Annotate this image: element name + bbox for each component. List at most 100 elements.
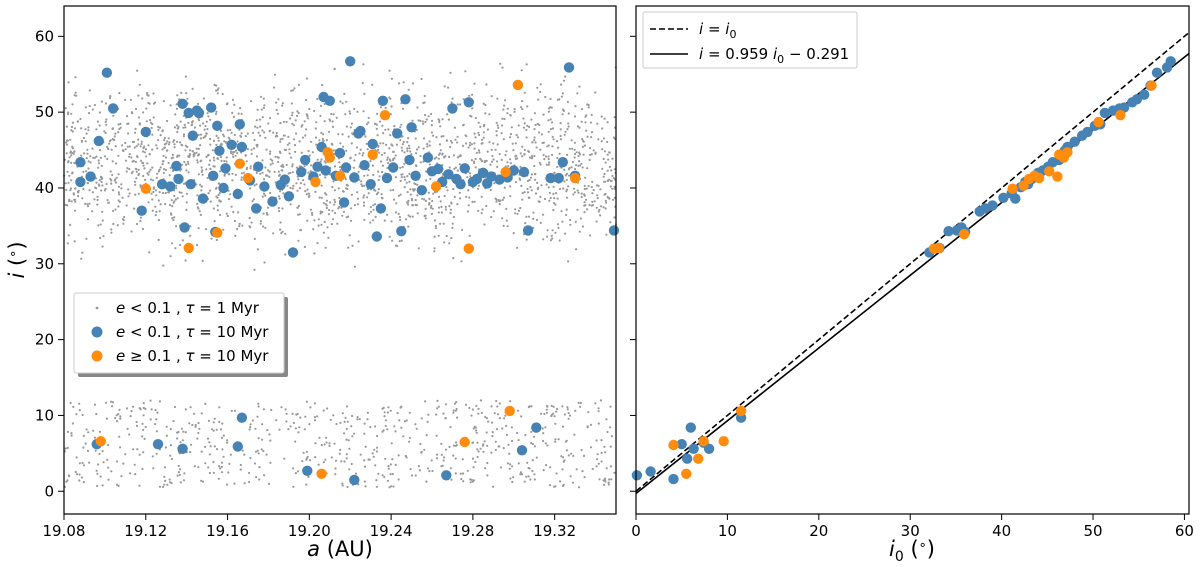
- background-point: [212, 207, 215, 210]
- data-point: [1139, 89, 1150, 100]
- background-point: [175, 107, 179, 110]
- background-point: [341, 412, 344, 415]
- background-point: [366, 418, 369, 421]
- background-point: [532, 217, 535, 220]
- background-point: [119, 126, 122, 129]
- background-point: [588, 147, 592, 150]
- background-point: [190, 121, 194, 124]
- background-point: [245, 168, 248, 171]
- background-point: [187, 171, 190, 174]
- background-point: [607, 483, 610, 486]
- background-point: [157, 125, 160, 128]
- background-point: [430, 131, 433, 134]
- background-point: [120, 187, 123, 190]
- background-point: [443, 194, 446, 198]
- background-point: [184, 126, 187, 129]
- background-point: [444, 403, 448, 406]
- background-point: [268, 433, 271, 436]
- background-point: [183, 123, 186, 126]
- data-point: [685, 422, 696, 433]
- background-point: [438, 152, 441, 155]
- background-point: [180, 91, 183, 94]
- background-point: [498, 402, 501, 405]
- background-point: [221, 422, 224, 425]
- background-point: [349, 112, 352, 115]
- background-point: [158, 191, 161, 194]
- background-point: [304, 415, 307, 418]
- background-point: [163, 483, 166, 486]
- background-point: [339, 166, 342, 169]
- background-point: [568, 147, 571, 150]
- background-point: [334, 473, 337, 476]
- background-point: [271, 162, 274, 165]
- background-point: [399, 166, 402, 169]
- background-point: [316, 158, 319, 161]
- background-point: [561, 425, 565, 428]
- background-point: [269, 191, 272, 194]
- background-point: [362, 152, 365, 155]
- background-point: [450, 141, 453, 144]
- background-point: [374, 122, 377, 126]
- background-point: [583, 144, 587, 147]
- background-point: [299, 182, 302, 185]
- background-point: [234, 154, 237, 157]
- background-point: [501, 427, 504, 430]
- background-point: [444, 205, 447, 208]
- background-point: [543, 412, 546, 416]
- background-point: [339, 142, 342, 145]
- background-point: [548, 199, 551, 202]
- background-point: [452, 411, 455, 414]
- background-point: [477, 407, 480, 410]
- background-point: [362, 110, 365, 113]
- background-point: [393, 125, 396, 128]
- background-point: [108, 142, 111, 145]
- background-point: [175, 124, 178, 127]
- background-point: [581, 139, 585, 142]
- background-point: [337, 133, 340, 136]
- background-point: [454, 472, 457, 475]
- background-point: [117, 199, 120, 202]
- background-point: [234, 173, 237, 176]
- background-point: [560, 95, 564, 98]
- background-point: [265, 148, 268, 151]
- background-point: [385, 143, 388, 146]
- background-point: [171, 242, 174, 245]
- background-point: [192, 153, 195, 156]
- background-point: [561, 220, 564, 223]
- background-point: [411, 215, 414, 218]
- background-point: [93, 403, 97, 406]
- background-point: [282, 134, 285, 137]
- background-point: [604, 207, 607, 210]
- background-point: [286, 143, 289, 146]
- background-point: [566, 100, 570, 103]
- x-tick-label: 20: [809, 522, 828, 540]
- data-point: [340, 162, 352, 173]
- background-point: [233, 409, 236, 412]
- background-point: [390, 485, 393, 488]
- background-point: [573, 156, 576, 159]
- background-point: [603, 445, 606, 448]
- background-point: [114, 145, 117, 148]
- background-point: [175, 140, 179, 143]
- background-point: [551, 145, 554, 148]
- background-point: [298, 426, 301, 429]
- background-point: [78, 479, 81, 482]
- background-point: [319, 104, 323, 107]
- background-point: [195, 151, 198, 154]
- background-point: [525, 136, 528, 139]
- background-point: [236, 152, 239, 155]
- background-point: [330, 456, 333, 459]
- background-point: [93, 104, 96, 107]
- background-point: [561, 468, 564, 471]
- background-point: [574, 167, 577, 171]
- background-point: [406, 149, 409, 153]
- background-point: [456, 135, 459, 138]
- background-point: [69, 138, 72, 141]
- background-point: [116, 224, 119, 227]
- background-point: [167, 137, 170, 140]
- background-point: [117, 484, 120, 487]
- background-point: [372, 208, 375, 211]
- background-point: [479, 125, 482, 128]
- background-point: [538, 131, 541, 134]
- background-point: [70, 154, 73, 157]
